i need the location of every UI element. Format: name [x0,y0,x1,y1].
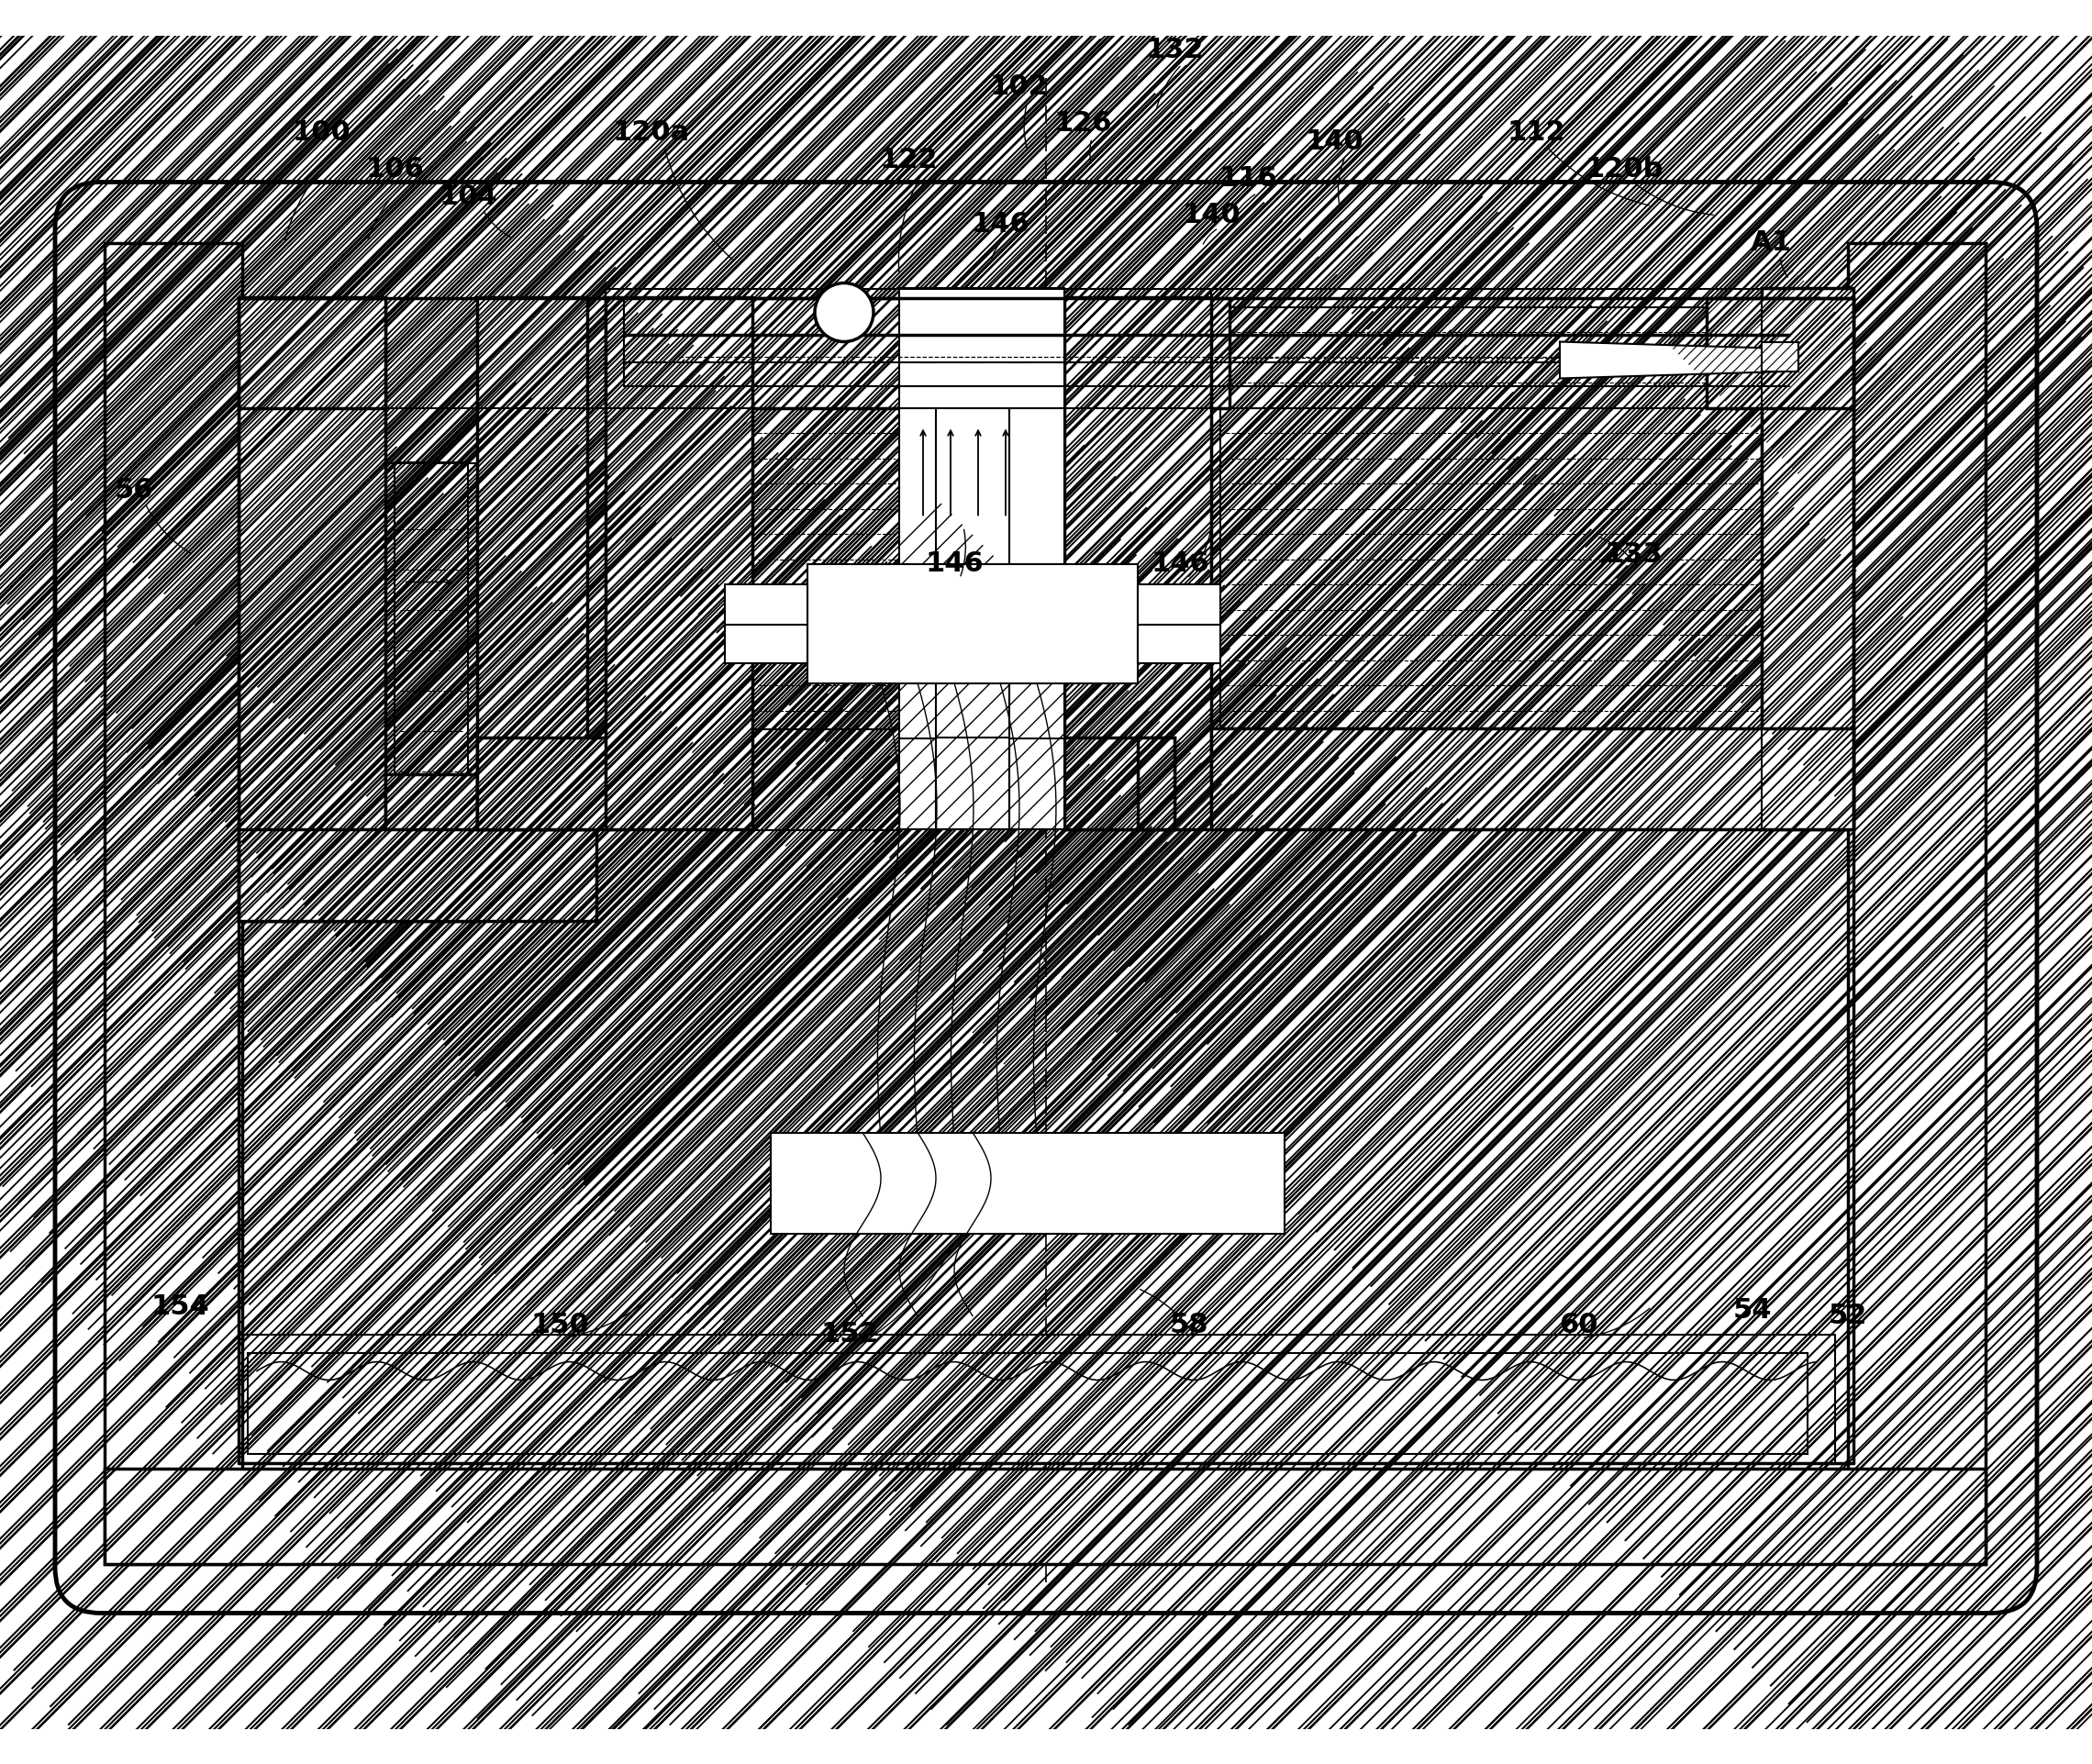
Text: 154: 154 [151,1293,209,1319]
Bar [1065,298,1211,829]
FancyBboxPatch shape [54,182,2038,1612]
Circle shape [814,282,874,342]
Bar [385,774,477,921]
Bar [238,298,385,921]
Bar [605,298,1230,407]
Text: 140: 140 [1182,201,1241,228]
Text: 140: 140 [1305,129,1364,155]
Bar [395,462,469,829]
Bar [900,289,1065,829]
Text: 54: 54 [1732,1297,1772,1323]
Text: 146: 146 [971,212,1029,238]
Text: A1: A1 [1751,229,1791,256]
Text: 102: 102 [990,74,1048,101]
Bar [753,307,900,729]
Text: 146: 146 [925,550,983,577]
Polygon shape [1561,342,1799,379]
Text: 152: 152 [820,1321,879,1348]
Text: 132: 132 [1144,37,1203,64]
Text: 116: 116 [1220,166,1276,192]
Text: 58: 58 [1169,1312,1209,1339]
Text: 52: 52 [1828,1302,1868,1330]
Text: 100: 100 [293,120,349,146]
Text: 112: 112 [1506,120,1565,146]
Text: 120a: 120a [613,120,690,146]
Text: 122: 122 [879,146,937,173]
Bar [477,737,623,829]
Bar [1761,289,1854,829]
Bar [238,829,596,921]
Bar [238,1334,1835,1462]
Bar [770,1132,1284,1233]
Bar [105,243,243,1563]
Bar [724,584,808,663]
Bar [1707,298,1854,407]
Bar [1211,729,1854,829]
Text: 133: 133 [1605,542,1663,568]
Bar [1220,307,1761,729]
Circle shape [814,282,874,342]
Text: 106: 106 [366,155,425,182]
Text: 150: 150 [531,1312,590,1339]
Text: 126: 126 [1054,109,1111,136]
Text: 120b: 120b [1586,155,1663,182]
Text: 104: 104 [439,183,498,210]
Bar [247,1353,1807,1454]
Bar [477,298,588,829]
Text: 56: 56 [115,476,153,503]
Bar [1138,584,1220,663]
Bar [605,298,753,829]
Bar [935,737,1008,829]
Text: 60: 60 [1559,1312,1598,1339]
Bar [238,298,385,407]
Text: 146: 146 [1151,550,1209,577]
Bar [1065,737,1174,829]
Bar [105,1468,1985,1563]
Bar [1847,243,1985,1563]
Bar [808,564,1138,683]
Bar [1138,737,1174,829]
Bar [1761,342,1799,370]
